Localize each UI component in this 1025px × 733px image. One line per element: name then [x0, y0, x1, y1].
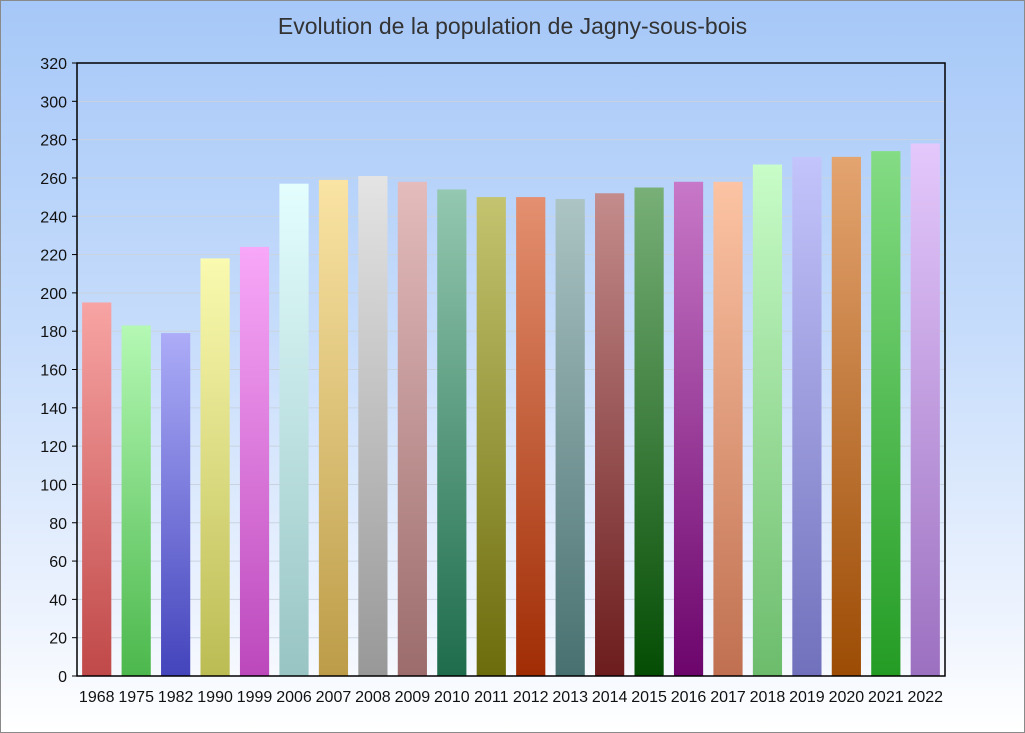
y-tick-label: 160 — [40, 363, 67, 380]
y-tick-label: 320 — [40, 56, 67, 73]
axes — [72, 62, 946, 677]
x-tick-label: 2022 — [907, 689, 943, 706]
y-tick-label: 120 — [40, 439, 67, 456]
bar-2011 — [476, 197, 506, 676]
bar-2007 — [318, 179, 349, 676]
bar-2022 — [910, 143, 940, 677]
bar-1975 — [121, 325, 151, 676]
x-tick-label: 2012 — [513, 689, 549, 706]
x-tick-label: 2014 — [592, 689, 628, 706]
y-tick-label: 0 — [58, 669, 67, 686]
bar-2015 — [634, 187, 664, 676]
x-tick-label: 1968 — [79, 689, 115, 706]
y-tick-label: 260 — [40, 171, 67, 188]
x-tick-label: 2020 — [829, 689, 865, 706]
y-tick-label: 100 — [40, 477, 67, 494]
bar-2008 — [358, 176, 388, 676]
y-tick-label: 20 — [49, 631, 67, 648]
x-tick-label: 1982 — [158, 689, 194, 706]
bar-1990 — [200, 258, 230, 676]
bar-2010 — [437, 189, 467, 676]
bar-1968 — [82, 302, 112, 676]
x-tick-label: 1990 — [197, 689, 233, 706]
x-tick-label: 2016 — [671, 689, 707, 706]
x-tick-label: 2011 — [474, 689, 509, 706]
y-tick-label: 220 — [40, 248, 67, 265]
x-tick-label: 1999 — [237, 689, 273, 706]
bars — [82, 143, 940, 677]
y-tick-label: 280 — [40, 133, 67, 150]
y-tick-label: 80 — [49, 516, 67, 533]
x-tick-label: 2010 — [434, 689, 470, 706]
y-tick-label: 200 — [40, 286, 67, 303]
bar-2006 — [279, 183, 309, 676]
chart-title: Evolution de la population de Jagny-sous… — [277, 13, 748, 39]
x-tick-label: 1975 — [118, 689, 154, 706]
y-axis-tick-labels: 0 20 40 60 80 100 120 140 160 180 200 220 240 260 280 3… — [40, 56, 67, 686]
y-tick-label: 180 — [40, 324, 67, 341]
x-tick-label: 2017 — [710, 689, 746, 706]
bar-2016 — [673, 181, 704, 677]
bar-2017 — [713, 181, 743, 677]
x-axis-tick-labels: 1968 1975 1982 1990 1999 2006 2007 2008 2009 2010… — [79, 689, 943, 706]
x-tick-label: 2007 — [316, 689, 352, 706]
bar-1999 — [239, 246, 270, 676]
bar-2021 — [871, 151, 901, 676]
bar-2009 — [397, 181, 427, 677]
x-tick-label: 2013 — [552, 689, 588, 706]
y-tick-label: 240 — [40, 209, 67, 226]
y-tick-label: 60 — [49, 554, 67, 571]
y-tick-label: 140 — [40, 401, 67, 418]
x-tick-label: 2021 — [868, 689, 904, 706]
bar-1982 — [161, 333, 191, 676]
bar-2019 — [792, 156, 822, 677]
bar-2013 — [555, 199, 585, 676]
bar-2014 — [595, 193, 625, 676]
bar-2012 — [516, 197, 546, 676]
bar-2018 — [752, 164, 783, 676]
x-tick-label: 2009 — [395, 689, 431, 706]
y-tick-label: 300 — [40, 94, 67, 111]
y-tick-label: 40 — [49, 592, 67, 609]
x-tick-label: 2006 — [276, 689, 312, 706]
x-tick-label: 2015 — [631, 689, 667, 706]
x-tick-label: 2019 — [789, 689, 825, 706]
bar-2020 — [831, 156, 861, 677]
x-tick-label: 2008 — [355, 689, 391, 706]
x-tick-label: 2018 — [750, 689, 786, 706]
